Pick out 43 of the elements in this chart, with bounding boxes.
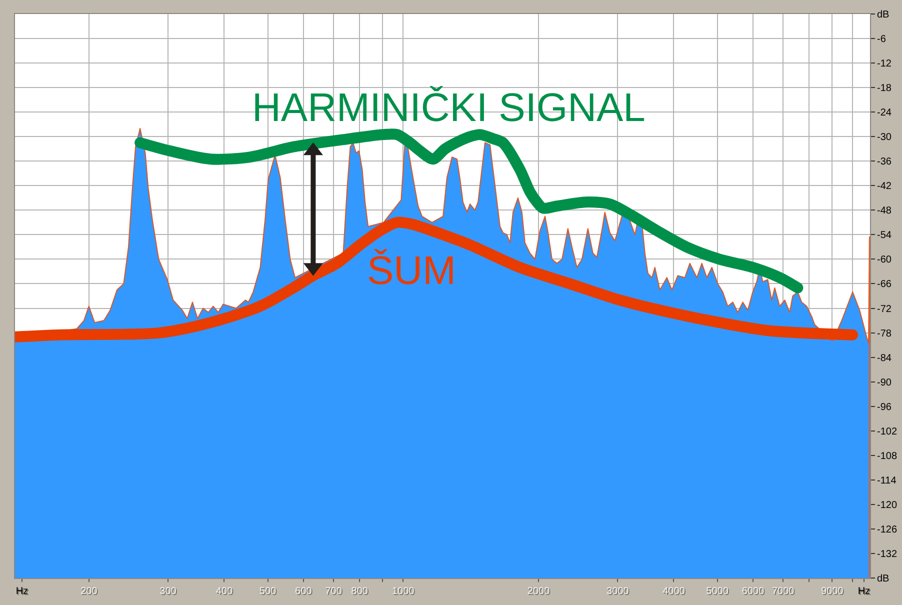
y-tick-label: -30 xyxy=(877,132,892,144)
x-tick-label: Hz xyxy=(16,586,28,597)
y-tick-label: -132 xyxy=(877,548,898,560)
y-tick-label: -102 xyxy=(877,426,898,438)
y-tick-label: -120 xyxy=(877,500,898,511)
y-tick-label: -108 xyxy=(877,450,898,462)
x-tick-label: 400 xyxy=(216,586,233,597)
y-tick-label: -84 xyxy=(877,352,892,364)
x-tick-label: 600 xyxy=(295,586,312,597)
y-tick-label: -6 xyxy=(877,34,886,46)
y-tick-label: -78 xyxy=(877,328,892,340)
y-tick-label: -72 xyxy=(877,304,892,315)
x-tick-label: 3000 xyxy=(606,586,630,597)
y-tick-label: -66 xyxy=(877,279,892,290)
x-tick-label: 4000 xyxy=(662,586,686,597)
x-tick-label: 700 xyxy=(325,586,342,597)
y-tick-label: -90 xyxy=(877,377,892,388)
y-tick-label: -54 xyxy=(877,230,892,242)
y-tick-label: -96 xyxy=(877,402,892,413)
y-tick-label: -60 xyxy=(877,254,892,266)
x-tick-label: 7000 xyxy=(772,586,795,597)
x-tick-label: 500 xyxy=(259,586,277,597)
x-tick-label: 2000 xyxy=(527,586,550,597)
y-tick-label: -42 xyxy=(877,181,892,192)
y-tick-label: -36 xyxy=(877,156,892,168)
x-tick-label: 5000 xyxy=(706,586,729,597)
x-tick-label: 1000 xyxy=(392,586,415,597)
y-tick-label: -48 xyxy=(877,206,892,217)
x-tick-label: 300 xyxy=(160,586,177,597)
y-tick-label: -114 xyxy=(877,475,897,486)
y-tick-label: -24 xyxy=(877,108,892,119)
y-tick-label: -12 xyxy=(877,58,892,70)
series-label: HARMINIČKI SIGNAL xyxy=(252,86,646,130)
y-tick-label: dB xyxy=(877,10,890,20)
x-tick-label: 200 xyxy=(80,586,98,597)
x-tick-label: 6000 xyxy=(742,586,764,597)
x-tick-label: Hz xyxy=(858,586,870,597)
y-tick-label: dB xyxy=(877,574,890,584)
x-tick-label: 800 xyxy=(351,586,368,597)
y-tick-label: -18 xyxy=(877,83,892,94)
series-label: ŠUM xyxy=(367,249,456,293)
x-tick-label: 9000 xyxy=(820,586,844,597)
y-tick-label: -126 xyxy=(877,524,898,536)
